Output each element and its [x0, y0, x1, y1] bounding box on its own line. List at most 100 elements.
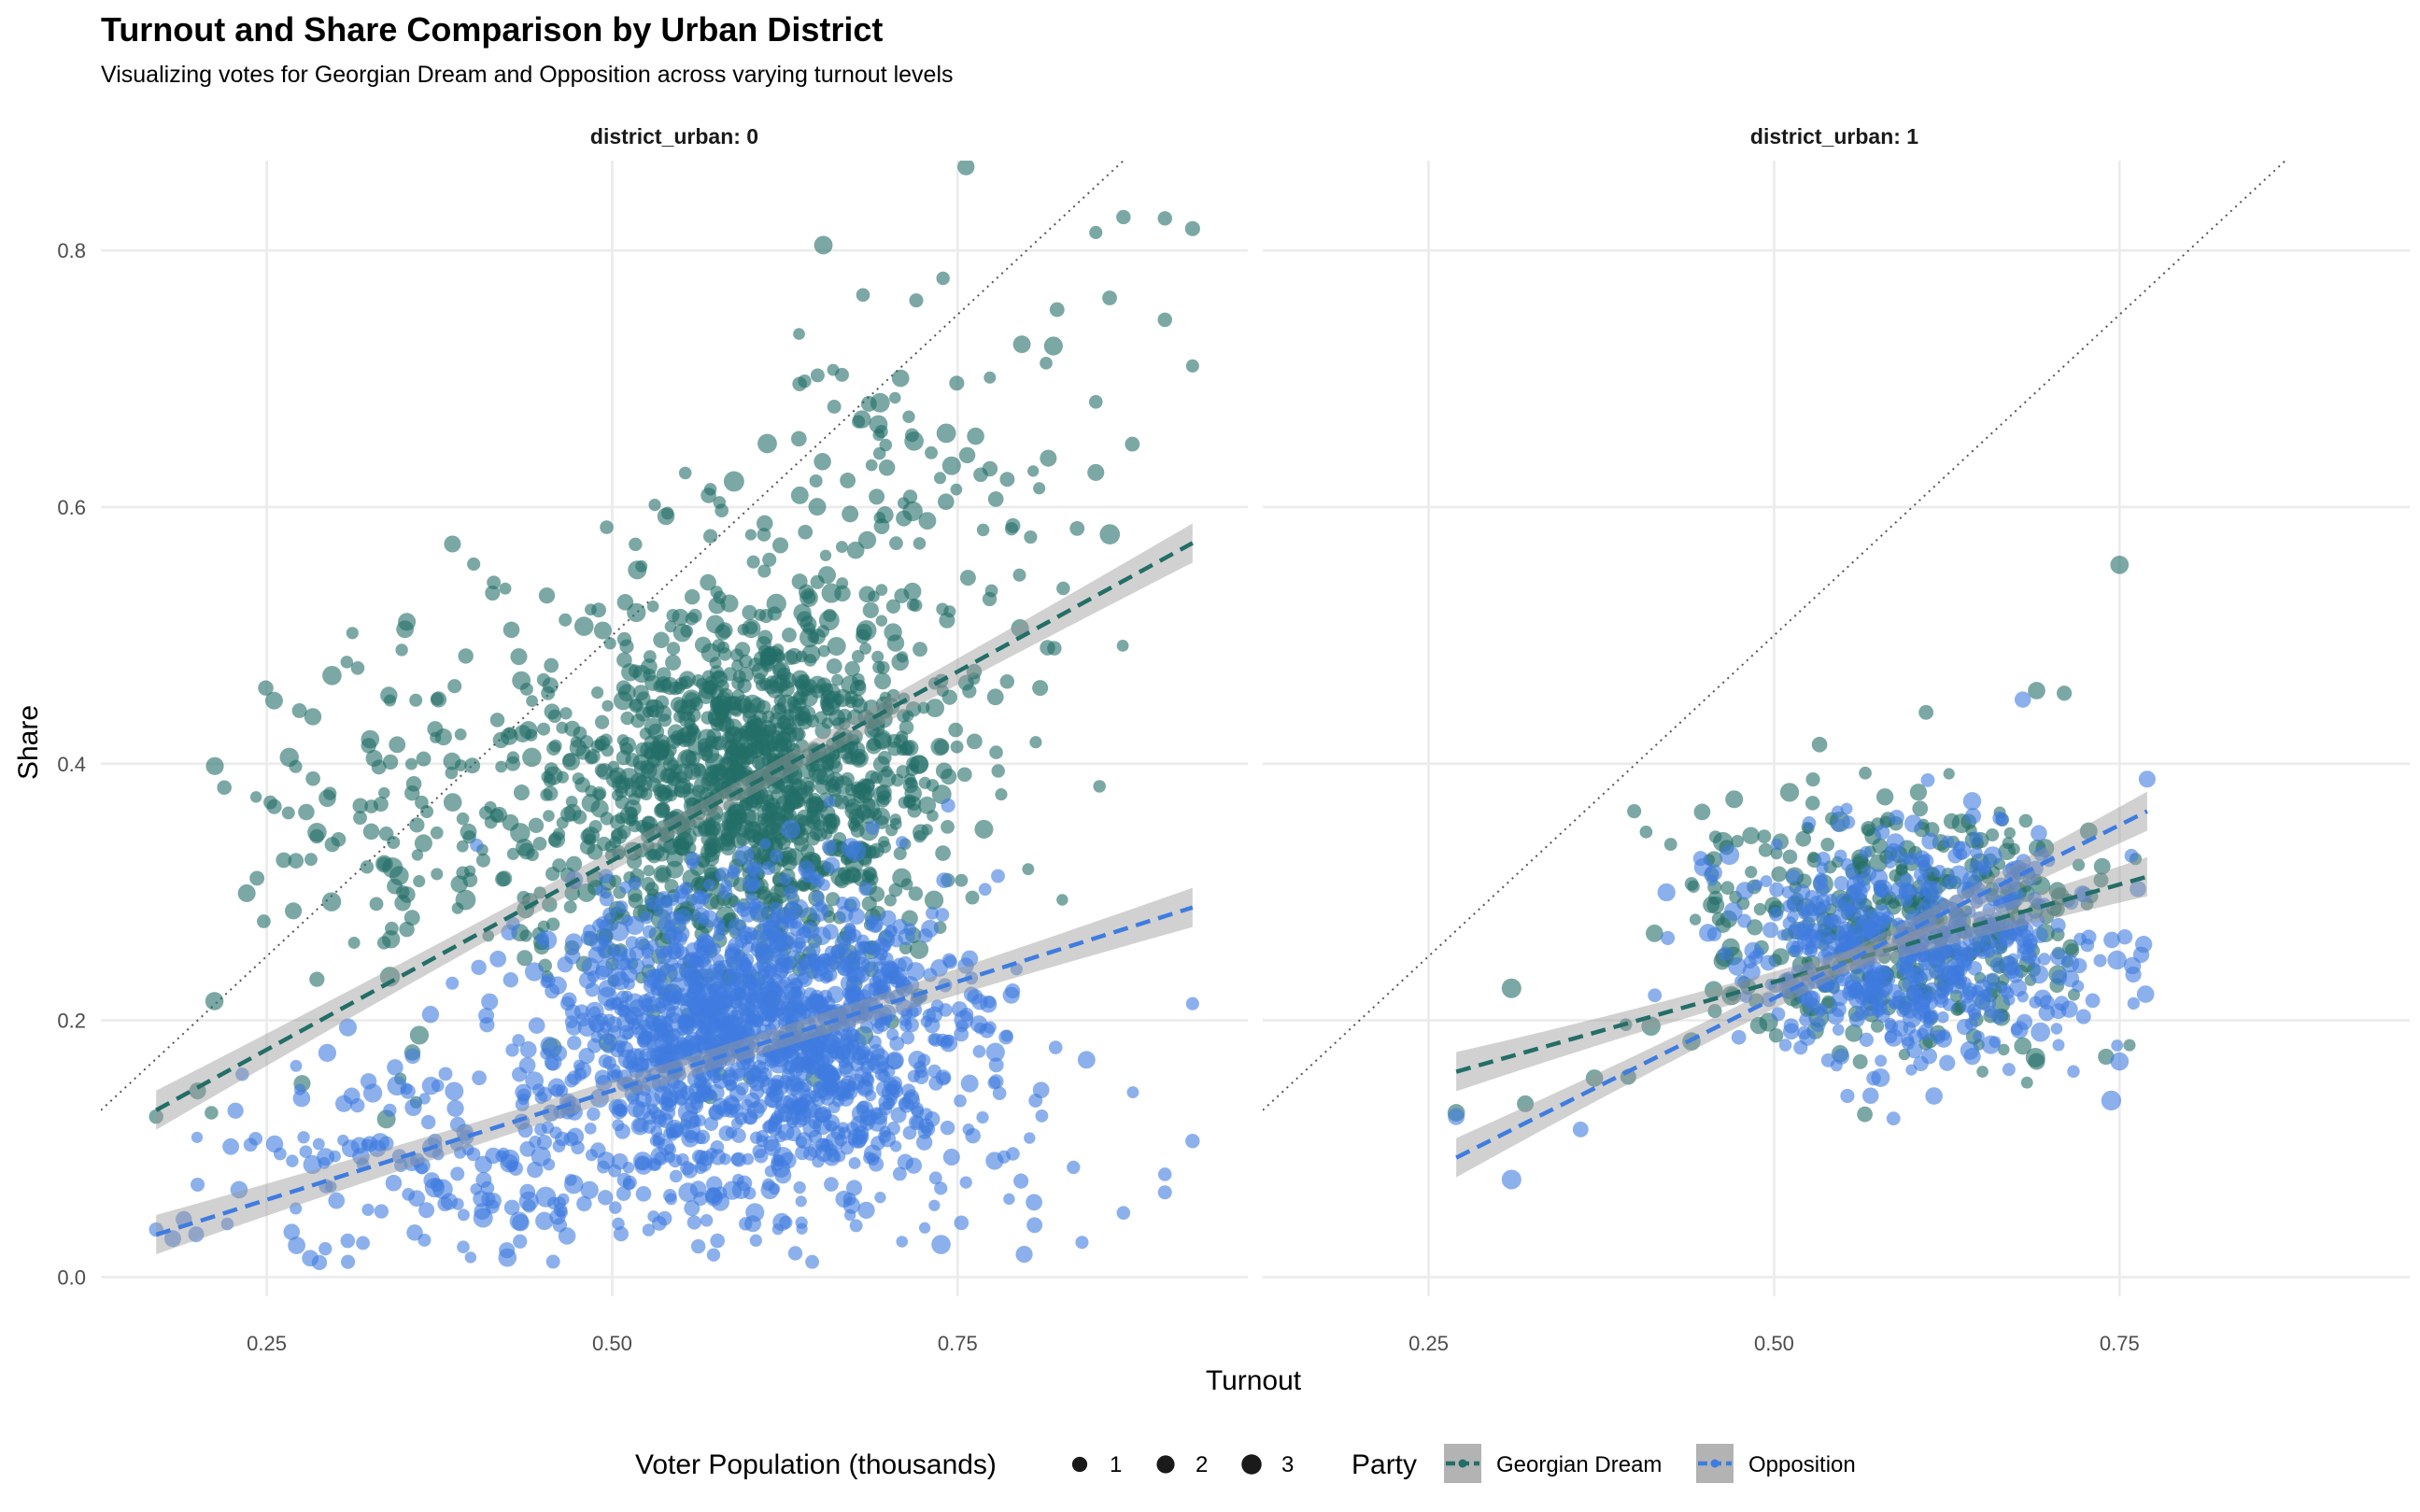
- data-point: [690, 762, 706, 778]
- data-point: [512, 1067, 528, 1082]
- data-point: [965, 890, 980, 905]
- data-point: [1126, 1086, 1139, 1099]
- data-point: [2061, 969, 2080, 988]
- data-point: [1627, 804, 1642, 819]
- data-point: [444, 535, 461, 553]
- data-point: [731, 1180, 751, 1200]
- data-point: [844, 751, 858, 765]
- data-point: [785, 848, 804, 866]
- data-point: [793, 328, 805, 340]
- data-point: [446, 976, 460, 990]
- data-point: [827, 636, 846, 657]
- data-point: [892, 1166, 907, 1181]
- data-point: [1840, 1088, 1855, 1104]
- data-point: [644, 717, 662, 736]
- data-point: [1943, 876, 1957, 890]
- data-point: [588, 820, 602, 834]
- data-point: [1745, 866, 1758, 879]
- data-point: [720, 833, 735, 848]
- data-point: [782, 628, 797, 643]
- data-point: [1782, 849, 1798, 865]
- data-point: [1639, 825, 1653, 839]
- data-point: [1845, 1024, 1863, 1042]
- data-point: [936, 271, 950, 286]
- data-point: [677, 733, 692, 748]
- data-point: [616, 1172, 632, 1188]
- data-point: [1925, 996, 1939, 1010]
- x-tick-label: 0.25: [1408, 1332, 1449, 1355]
- data-point: [474, 1155, 492, 1174]
- data-point: [842, 793, 856, 808]
- data-point: [627, 1092, 640, 1105]
- data-point: [454, 759, 467, 771]
- data-point: [1024, 530, 1038, 544]
- data-point: [761, 861, 776, 876]
- data-point: [824, 1177, 839, 1192]
- data-point: [581, 794, 601, 813]
- size-legend-key: [1071, 1456, 1088, 1473]
- data-point: [866, 915, 884, 933]
- data-point: [602, 1033, 616, 1046]
- data-point: [1731, 834, 1744, 848]
- data-point: [340, 656, 354, 669]
- data-point: [743, 926, 758, 941]
- data-point: [834, 873, 850, 889]
- data-point: [632, 685, 649, 701]
- data-point: [729, 988, 743, 1001]
- data-point: [858, 882, 873, 897]
- data-point: [1984, 1005, 1997, 1019]
- data-point: [635, 559, 648, 572]
- data-point: [413, 875, 426, 888]
- data-point: [403, 910, 420, 926]
- data-point: [2049, 901, 2065, 917]
- data-point: [918, 1222, 931, 1234]
- data-point: [954, 1215, 969, 1231]
- data-point: [1875, 788, 1894, 806]
- data-point: [1918, 1024, 1934, 1039]
- data-point: [646, 940, 659, 952]
- data-point: [766, 735, 781, 751]
- data-point: [547, 1078, 566, 1096]
- data-point: [1816, 862, 1829, 875]
- data-point: [451, 902, 464, 914]
- data-point: [1970, 846, 1983, 860]
- data-point: [1916, 902, 1930, 916]
- data-point: [730, 751, 748, 770]
- data-point: [684, 1200, 701, 1217]
- data-point: [640, 911, 653, 925]
- data-point: [553, 1203, 568, 1218]
- data-point: [723, 471, 744, 492]
- data-point: [735, 1081, 749, 1095]
- data-point: [882, 963, 899, 980]
- data-point: [766, 978, 778, 990]
- data-point: [878, 836, 890, 848]
- data-point: [1847, 883, 1868, 903]
- data-point: [387, 1059, 403, 1076]
- data-point: [698, 934, 715, 952]
- data-point: [502, 972, 518, 988]
- data-point: [371, 1133, 389, 1152]
- party-legend: Georgian Dream Opposition: [1444, 1444, 1856, 1483]
- data-point: [865, 820, 880, 835]
- data-point: [934, 1181, 948, 1195]
- data-point: [642, 1223, 656, 1236]
- fit-line: [1455, 874, 2148, 1074]
- data-point: [1795, 830, 1812, 847]
- data-point: [537, 722, 551, 736]
- data-point: [2002, 837, 2015, 850]
- data-point: [722, 739, 739, 755]
- data-point: [593, 621, 612, 640]
- data-point: [1116, 639, 1129, 652]
- data-point: [518, 1191, 539, 1211]
- data-point: [891, 369, 910, 388]
- data-point: [767, 1117, 783, 1132]
- data-point: [456, 812, 470, 826]
- data-point: [1969, 831, 1984, 846]
- data-point: [1859, 766, 1872, 780]
- data-point: [1963, 906, 1976, 919]
- data-point: [1585, 1069, 1604, 1087]
- data-point: [823, 967, 838, 982]
- data-point: [1022, 863, 1035, 876]
- data-point: [1012, 335, 1031, 354]
- data-point: [290, 1202, 303, 1215]
